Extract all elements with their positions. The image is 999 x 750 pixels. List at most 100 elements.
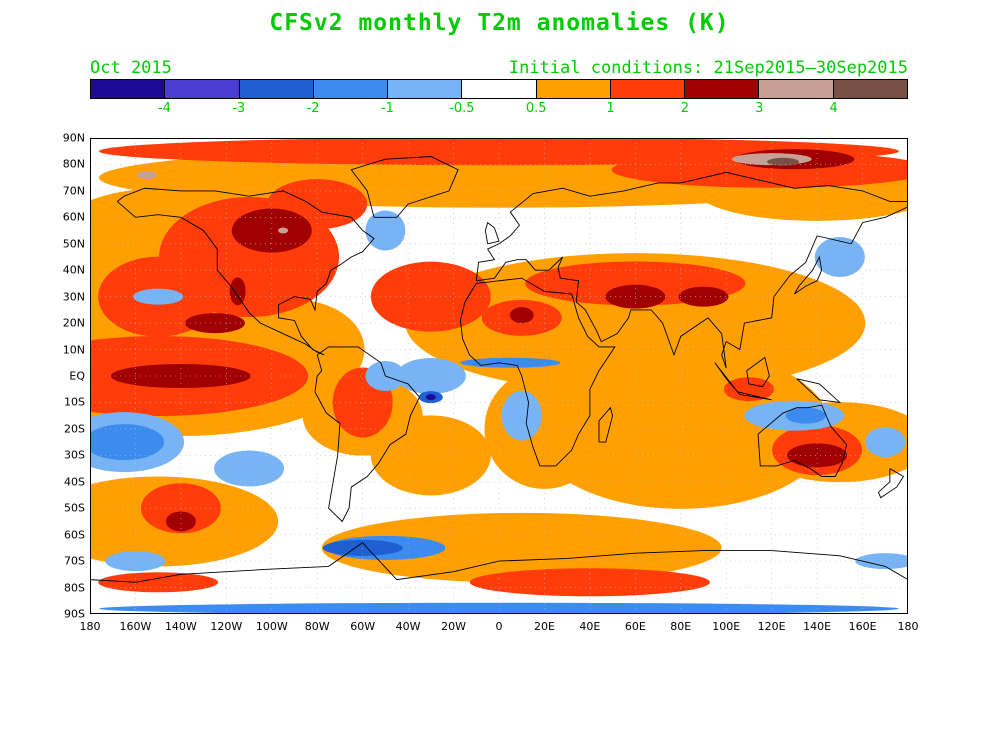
latitude-label: 70N bbox=[62, 184, 85, 198]
longitude-label: 100W bbox=[255, 620, 288, 633]
color-swatch bbox=[833, 80, 907, 98]
latitude-label: 40S bbox=[64, 475, 85, 489]
longitude-label: 80W bbox=[304, 620, 330, 633]
coastline bbox=[746, 356, 770, 388]
anomaly-region bbox=[229, 277, 246, 306]
coastline bbox=[350, 156, 459, 218]
latitude-label: 10N bbox=[62, 343, 85, 357]
coastline bbox=[793, 255, 823, 295]
anomaly-region bbox=[785, 407, 826, 424]
anomaly-region bbox=[231, 208, 312, 253]
color-swatch bbox=[759, 80, 834, 98]
anomaly-region bbox=[814, 237, 865, 277]
color-legend-label: 4 bbox=[829, 101, 838, 116]
anomaly-region bbox=[214, 450, 285, 487]
anomaly-region bbox=[365, 210, 406, 251]
anomaly-region bbox=[787, 443, 848, 468]
latitude-label: 90N bbox=[62, 131, 85, 145]
latitude-label: 50N bbox=[62, 237, 85, 251]
color-legend-label: 2 bbox=[680, 101, 690, 116]
latitude-label: 80S bbox=[64, 581, 85, 595]
anomaly-region bbox=[723, 377, 774, 402]
longitude-label: 20W bbox=[441, 620, 466, 633]
color-swatch bbox=[91, 80, 166, 98]
color-legend-label: -3 bbox=[232, 101, 246, 116]
coastline bbox=[90, 541, 908, 583]
coastline bbox=[796, 378, 842, 404]
forecast-period: Oct 2015 bbox=[90, 58, 172, 78]
coastline bbox=[314, 346, 421, 523]
coastline bbox=[757, 404, 848, 477]
longitude-label: 80E bbox=[670, 620, 692, 633]
latitude-label: 20S bbox=[64, 422, 85, 436]
anomaly-region bbox=[322, 539, 403, 556]
color-legend-label: 0.5 bbox=[525, 101, 547, 116]
anomaly-region bbox=[90, 424, 165, 461]
color-swatch bbox=[388, 80, 463, 98]
coastline bbox=[459, 277, 616, 467]
color-swatch bbox=[462, 80, 537, 98]
color-legend-label: -2 bbox=[306, 101, 320, 116]
color-legend bbox=[90, 79, 908, 99]
longitude-label: 140E bbox=[803, 620, 832, 633]
anomaly-region bbox=[865, 427, 906, 458]
map-frame bbox=[90, 138, 908, 614]
color-swatch bbox=[313, 80, 389, 98]
longitude-label: 0 bbox=[495, 620, 503, 633]
color-legend-label: -4 bbox=[157, 101, 171, 116]
color-swatch bbox=[239, 80, 314, 98]
latitude-label: 40N bbox=[62, 263, 85, 277]
latitude-label: 10S bbox=[64, 395, 85, 409]
anomaly-region bbox=[184, 313, 245, 334]
anomaly-region bbox=[133, 288, 184, 305]
anomaly-region bbox=[767, 157, 800, 166]
color-swatch bbox=[165, 80, 240, 98]
longitude-label: 20E bbox=[533, 620, 555, 633]
anomaly-map bbox=[90, 138, 908, 614]
anomaly-region bbox=[460, 357, 561, 368]
coastline bbox=[484, 221, 500, 245]
longitude-label: 120W bbox=[210, 620, 243, 633]
color-swatch bbox=[536, 80, 611, 98]
anomaly-region bbox=[165, 511, 196, 532]
longitude-label: 180 bbox=[897, 620, 919, 633]
color-swatch bbox=[685, 80, 760, 98]
map-panel bbox=[90, 138, 908, 614]
color-legend-label: 3 bbox=[755, 101, 764, 116]
color-legend-labels: -4 -3 -2 -1 -0.5 0.5 1 2 3 4 bbox=[90, 101, 908, 119]
anomaly-region bbox=[425, 394, 436, 401]
longitude-label: 160W bbox=[119, 620, 152, 633]
anomaly-region bbox=[321, 512, 722, 583]
latitude-label: 70S bbox=[64, 554, 85, 568]
anomaly-region bbox=[136, 171, 157, 180]
latitude-label: 50S bbox=[64, 501, 85, 515]
anomaly-region bbox=[678, 286, 729, 307]
color-legend-label: 1 bbox=[606, 101, 615, 116]
latitude-label: 90S bbox=[64, 607, 85, 621]
anomaly-region bbox=[509, 307, 534, 324]
longitude-label: 160E bbox=[848, 620, 877, 633]
longitude-label: 40E bbox=[579, 620, 601, 633]
anomaly-region bbox=[98, 572, 219, 593]
coastline bbox=[598, 406, 614, 443]
coastline bbox=[714, 362, 772, 401]
anomaly-region bbox=[855, 553, 908, 570]
latitude-label: 60S bbox=[64, 528, 85, 542]
latitude-label: 80N bbox=[62, 157, 85, 171]
anomaly-region bbox=[501, 390, 542, 441]
longitude-label: 60E bbox=[624, 620, 646, 633]
longitude-label: 100E bbox=[712, 620, 741, 633]
latitude-label: 20N bbox=[62, 316, 85, 330]
coastline bbox=[116, 187, 375, 356]
coastline bbox=[877, 468, 905, 499]
longitude-label: 40W bbox=[395, 620, 421, 633]
latitude-label: EQ bbox=[69, 369, 85, 383]
longitude-label: 60W bbox=[350, 620, 376, 633]
longitude-label: 120E bbox=[757, 620, 786, 633]
map-title: CFSv2 monthly T2m anomalies (K) bbox=[269, 10, 730, 36]
longitude-label: 180 bbox=[79, 620, 101, 633]
color-legend-label: -0.5 bbox=[449, 101, 475, 116]
initial-conditions: Initial conditions: 21Sep2015–30Sep2015 bbox=[508, 58, 908, 78]
color-legend-label: -1 bbox=[380, 101, 394, 116]
color-swatch bbox=[610, 80, 686, 98]
